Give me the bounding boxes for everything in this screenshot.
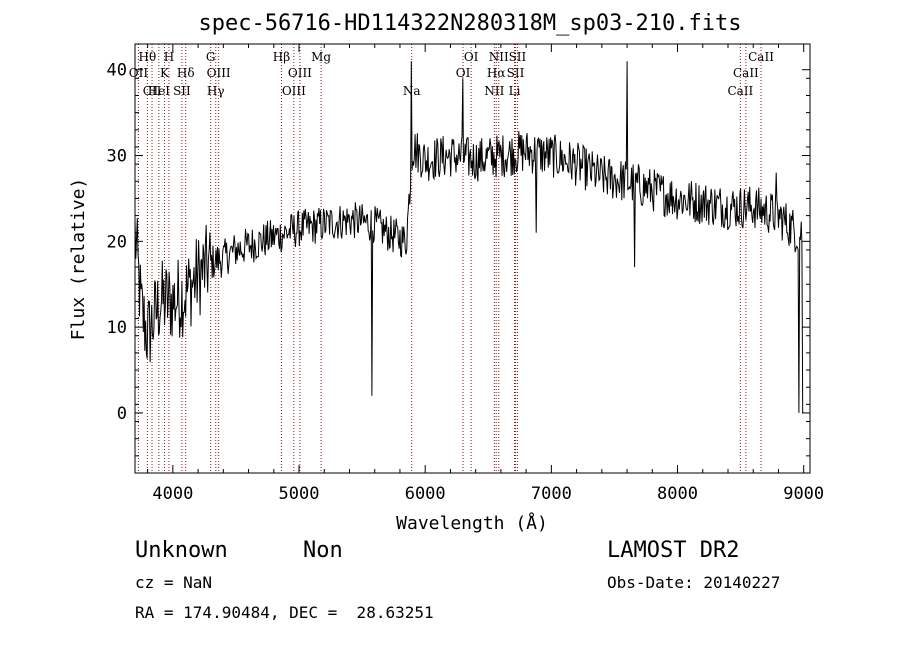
spectral-line-label: NII	[484, 84, 504, 98]
spectral-line-label: Hθ	[139, 50, 157, 64]
observation-date: Obs-Date: 20140227	[607, 573, 781, 592]
spectral-line-label: OIII	[207, 66, 231, 80]
spectral-line-markers: OIIHθCIIHeIKHSIIHδGHγOIIIHβOIIIOIIIMgNaO…	[129, 44, 774, 473]
spectral-line-label: G	[206, 50, 216, 64]
spectral-class: Unknown	[135, 538, 228, 563]
x-tick-label: 9000	[783, 484, 824, 504]
spectral-line-label: OI	[464, 50, 479, 64]
spectral-line-label: SII	[509, 50, 527, 64]
spectral-line-label: CaII	[727, 84, 753, 98]
spectral-line-label: Hγ	[207, 84, 225, 98]
y-tick-label: 20	[107, 232, 127, 252]
spectrum-line	[134, 61, 804, 414]
y-tick-label: 30	[107, 147, 127, 167]
y-tick-label: 0	[117, 404, 127, 424]
spectral-line-label: CaII	[733, 66, 759, 80]
spectral-line-label: OI	[456, 66, 471, 80]
spectral-line-label: OII	[129, 66, 149, 80]
spectral-line-label: OIII	[282, 84, 306, 98]
spectral-line-label: Hδ	[177, 66, 195, 80]
spectral-line-label: Mg	[311, 50, 331, 64]
spectral-line-label: SII	[507, 66, 525, 80]
x-tick-label: 6000	[405, 484, 446, 504]
chart-title: spec-56716-HD114322N280318M_sp03-210.fit…	[198, 11, 741, 36]
spectral-line-label: HeI	[148, 84, 171, 98]
spectral-subclass: Non	[303, 538, 343, 563]
spectral-line-label: OIII	[288, 66, 312, 80]
spectral-line-label: CaII	[748, 50, 774, 64]
survey-name: LAMOST DR2	[607, 538, 740, 563]
redshift-value: cz = NaN	[135, 573, 213, 592]
spectral-line-label: CII	[143, 84, 162, 98]
x-tick-label: 4000	[152, 484, 193, 504]
spectral-line-label: Hα	[487, 66, 506, 80]
y-tick-label: 40	[107, 61, 127, 81]
plot-frame	[134, 43, 811, 474]
y-tick-label: 10	[107, 318, 127, 338]
spectral-line-label: H	[164, 50, 174, 64]
spectral-line-label: NII	[489, 50, 509, 64]
y-axis-label: Flux (relative)	[68, 178, 89, 341]
x-axis-label: Wavelength (Å)	[396, 512, 548, 534]
spectrum-chart: spec-56716-HD114322N280318M_sp03-210.fit…	[68, 11, 824, 534]
spectral-line-label: SII	[173, 84, 191, 98]
axis-ticks: 4000 5000 6000 7000 8000 9000 0 10 20 30 40	[107, 44, 824, 504]
x-tick-label: 8000	[657, 484, 698, 504]
coordinates: RA = 174.90484, DEC = 28.63251	[135, 603, 434, 622]
x-tick-label: 7000	[531, 484, 572, 504]
spectral-line-label: Hβ	[273, 50, 290, 64]
spectral-line-label: Li	[509, 84, 521, 98]
x-tick-label: 5000	[279, 484, 320, 504]
spectral-line-label: K	[160, 66, 170, 80]
